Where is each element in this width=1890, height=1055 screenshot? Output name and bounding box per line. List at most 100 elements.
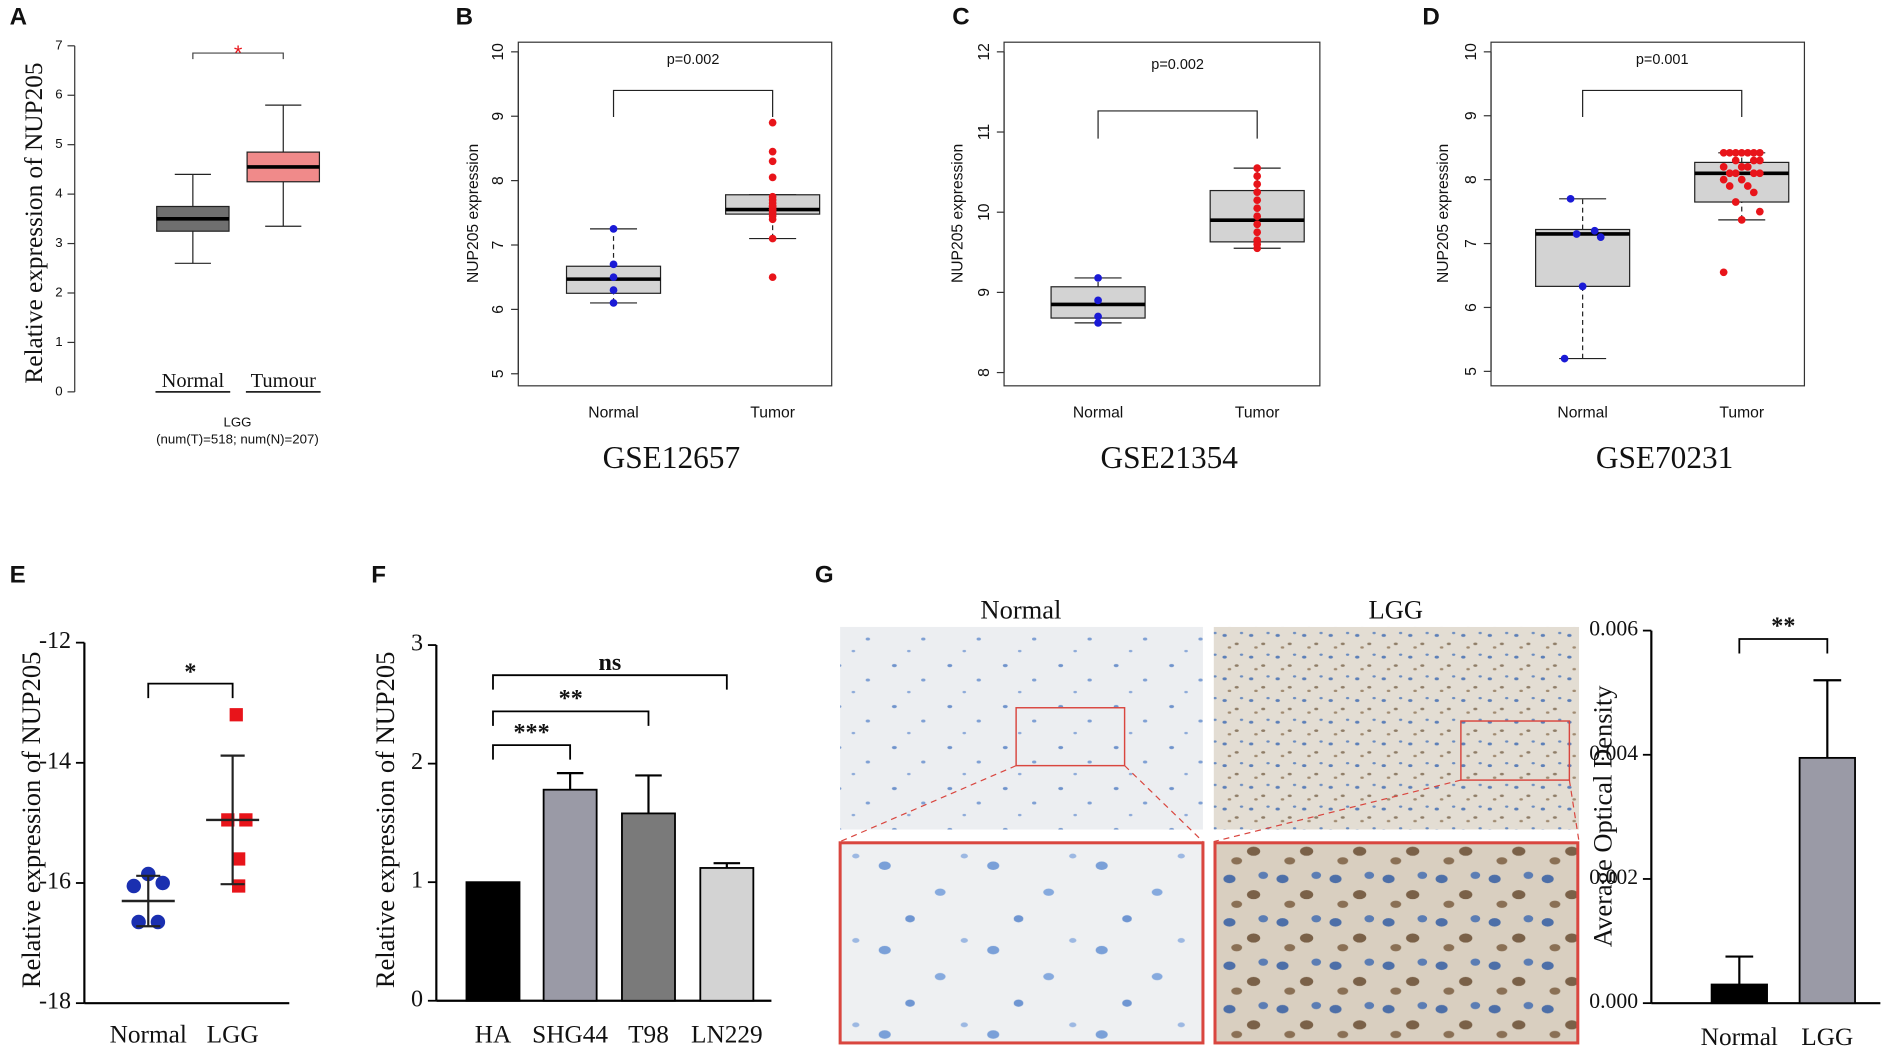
bar	[465, 881, 521, 1002]
x-tick-label: Normal	[588, 405, 638, 422]
annotation: *	[184, 660, 196, 686]
image-label: Normal	[980, 595, 1061, 625]
x-tick-label: HA	[475, 1021, 512, 1049]
bracket	[492, 710, 650, 726]
y-tick-label: 3	[411, 631, 423, 657]
data-point	[1253, 164, 1262, 172]
y-tick-label: 8	[1463, 175, 1480, 184]
data-point	[1566, 194, 1575, 203]
annotation: p=0.002	[667, 52, 720, 68]
data-point	[1719, 148, 1728, 157]
y-axis-label: NUP205 expression	[465, 144, 482, 283]
data-point	[1253, 228, 1262, 237]
x-tick-label: T98	[628, 1021, 669, 1049]
data-point	[1743, 163, 1752, 171]
data-point	[768, 147, 777, 156]
data-point	[1749, 188, 1758, 197]
y-tick-label: 0.000	[1589, 989, 1638, 1013]
y-tick-label: 10	[490, 43, 507, 61]
y-axis-label: Relative expression of NUP205	[20, 62, 48, 383]
data-point	[1743, 148, 1752, 157]
zoom-line	[1124, 765, 1204, 843]
panel-letter: F	[371, 562, 386, 589]
data-point	[1094, 274, 1102, 282]
y-tick-label: 6	[490, 305, 507, 314]
data-point	[1578, 282, 1587, 291]
bracket	[492, 744, 572, 760]
data-point	[1253, 196, 1262, 205]
y-axis-label: Relative expression of NUP205	[370, 652, 400, 989]
data-point	[1749, 169, 1758, 178]
y-tick-label: 12	[976, 43, 993, 60]
data-point	[1253, 188, 1262, 197]
y-tick-label: 9	[490, 112, 507, 121]
data-point	[1731, 169, 1740, 178]
y-tick-label: 9	[976, 288, 993, 297]
bar	[1710, 983, 1768, 1005]
data-point	[768, 273, 777, 282]
data-point	[229, 708, 243, 722]
data-point	[768, 157, 777, 166]
zoom-region	[1015, 707, 1126, 767]
data-point	[1253, 204, 1262, 213]
chart-title: GSE21354	[1100, 440, 1238, 475]
bracket	[1738, 638, 1829, 654]
data-point	[1725, 169, 1734, 178]
panel-letter: E	[10, 562, 26, 589]
data-point	[609, 273, 618, 282]
data-point	[609, 286, 618, 294]
y-tick-label: 4	[55, 186, 62, 201]
bracket	[192, 52, 284, 60]
annotation: ns	[599, 650, 622, 676]
box	[1535, 228, 1631, 287]
normal-tissue-image	[840, 626, 1203, 830]
x-tick-label: Normal	[162, 370, 225, 392]
y-tick-label: 0	[55, 383, 62, 398]
bar	[1798, 756, 1856, 1005]
data-point	[1743, 182, 1752, 190]
y-tick-label: -16	[39, 869, 71, 895]
panel-letter: B	[456, 3, 473, 30]
annotation: **	[559, 686, 583, 712]
data-point	[141, 866, 156, 882]
x-tick-label: Tumor	[1235, 405, 1280, 422]
data-point	[1719, 175, 1728, 184]
data-point	[609, 260, 618, 269]
data-point	[126, 878, 142, 894]
y-tick-label: 3	[55, 235, 62, 250]
x-tick-label: SHG44	[532, 1021, 608, 1049]
bracket	[1097, 110, 1258, 139]
y-tick-label: 7	[490, 241, 507, 250]
x-tick-label: LGG	[1801, 1023, 1853, 1051]
bar	[621, 812, 676, 1002]
data-point	[1596, 233, 1605, 242]
annotation: **	[1771, 614, 1795, 640]
x-tick-label: Normal	[1701, 1023, 1778, 1051]
data-point	[1094, 318, 1102, 327]
data-point	[232, 879, 246, 893]
y-tick-label: 0.002	[1589, 865, 1638, 889]
data-point	[232, 852, 246, 866]
annotation: p=0.001	[1636, 52, 1689, 68]
data-point	[609, 299, 618, 307]
x-tick-label: LN229	[691, 1021, 763, 1049]
y-tick-label: 10	[1463, 43, 1480, 61]
zoom-region	[1460, 720, 1571, 781]
data-point	[1749, 148, 1758, 157]
annotation: ***	[513, 720, 549, 746]
x-tick-label: Tumour	[251, 370, 316, 392]
x-tick-label: Tumor	[750, 405, 795, 422]
data-point	[1737, 148, 1746, 157]
subtitle: (num(T)=518; num(N)=207)	[156, 432, 319, 447]
y-tick-label: 0.006	[1589, 617, 1638, 641]
data-point	[1572, 230, 1581, 238]
y-axis-label: NUP205 expression	[1435, 144, 1452, 283]
data-point	[768, 173, 777, 182]
data-point	[155, 875, 170, 891]
x-tick-label: Normal	[1073, 405, 1123, 422]
x-tick-label: Normal	[110, 1021, 187, 1049]
data-point	[1719, 163, 1728, 171]
y-tick-label: 11	[976, 124, 993, 140]
data-point	[1590, 226, 1599, 235]
data-point	[1731, 148, 1740, 157]
